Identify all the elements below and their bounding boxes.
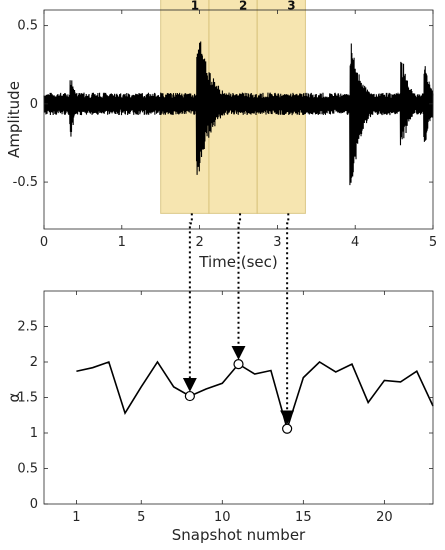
segment-label-3: 3: [287, 0, 295, 12]
alpha-y-ticks: 0 0.5 1 1.5 2 2.5: [17, 320, 433, 512]
x-tick-label: 3: [273, 235, 281, 250]
x-tick-label: 20: [376, 510, 393, 525]
alpha-chart: 1 5 10 15 20 00.511.522.5 Snapshot number α: [5, 290, 434, 544]
alpha-x-axis-label: Snapshot number: [172, 526, 306, 544]
waveform-y-axis-label: Amplitude: [5, 81, 23, 158]
highlighted-point-1: [184, 390, 195, 402]
y-tick-label: 2.5: [17, 320, 38, 335]
alpha-series: [76, 360, 434, 432]
y-tick-label: -0.5: [13, 175, 38, 190]
highlighted-points: [184, 359, 293, 434]
y-tick-label: 2: [30, 355, 38, 370]
alpha-x-ticks: 1 5 10 15 20: [72, 291, 393, 525]
x-tick-label: 4: [351, 235, 359, 250]
segment-label-2: 2: [239, 0, 247, 12]
y-tick-label: 0: [30, 97, 38, 112]
segment-to-point-connectors: [182, 213, 295, 425]
y-tick-label: 0.5: [17, 19, 38, 34]
x-tick-label: 0: [40, 235, 48, 250]
y-tick-label: 0.5: [17, 462, 38, 477]
x-tick-label: 5: [137, 510, 145, 525]
waveform-y-ticks: -0.5 0 0.5: [13, 19, 433, 190]
connector-arrow-3: [280, 213, 295, 425]
x-tick-label: 1: [72, 510, 80, 525]
waveform-plot-frame: [43, 9, 434, 230]
connector-arrow-2: [231, 213, 246, 360]
x-tick-label: 5: [429, 235, 437, 250]
x-tick-label: 10: [214, 510, 231, 525]
highlighted-point-2: [233, 359, 244, 370]
alpha-y-axis-label: α: [5, 392, 23, 402]
segment-label-1: 1: [191, 0, 199, 12]
y-tick-label: 1.5: [17, 391, 38, 406]
y-tick-label: 0: [30, 497, 38, 512]
x-tick-label: 2: [195, 235, 203, 250]
waveform-x-ticks: 0 1 2 3 4 5: [40, 10, 437, 250]
connector-arrow-1: [182, 213, 197, 392]
x-tick-label: 1: [118, 235, 126, 250]
highlighted-point-3: [282, 423, 293, 434]
y-tick-label: 1: [30, 426, 38, 441]
x-tick-label: 15: [295, 510, 312, 525]
waveform-series: [43, 41, 434, 186]
